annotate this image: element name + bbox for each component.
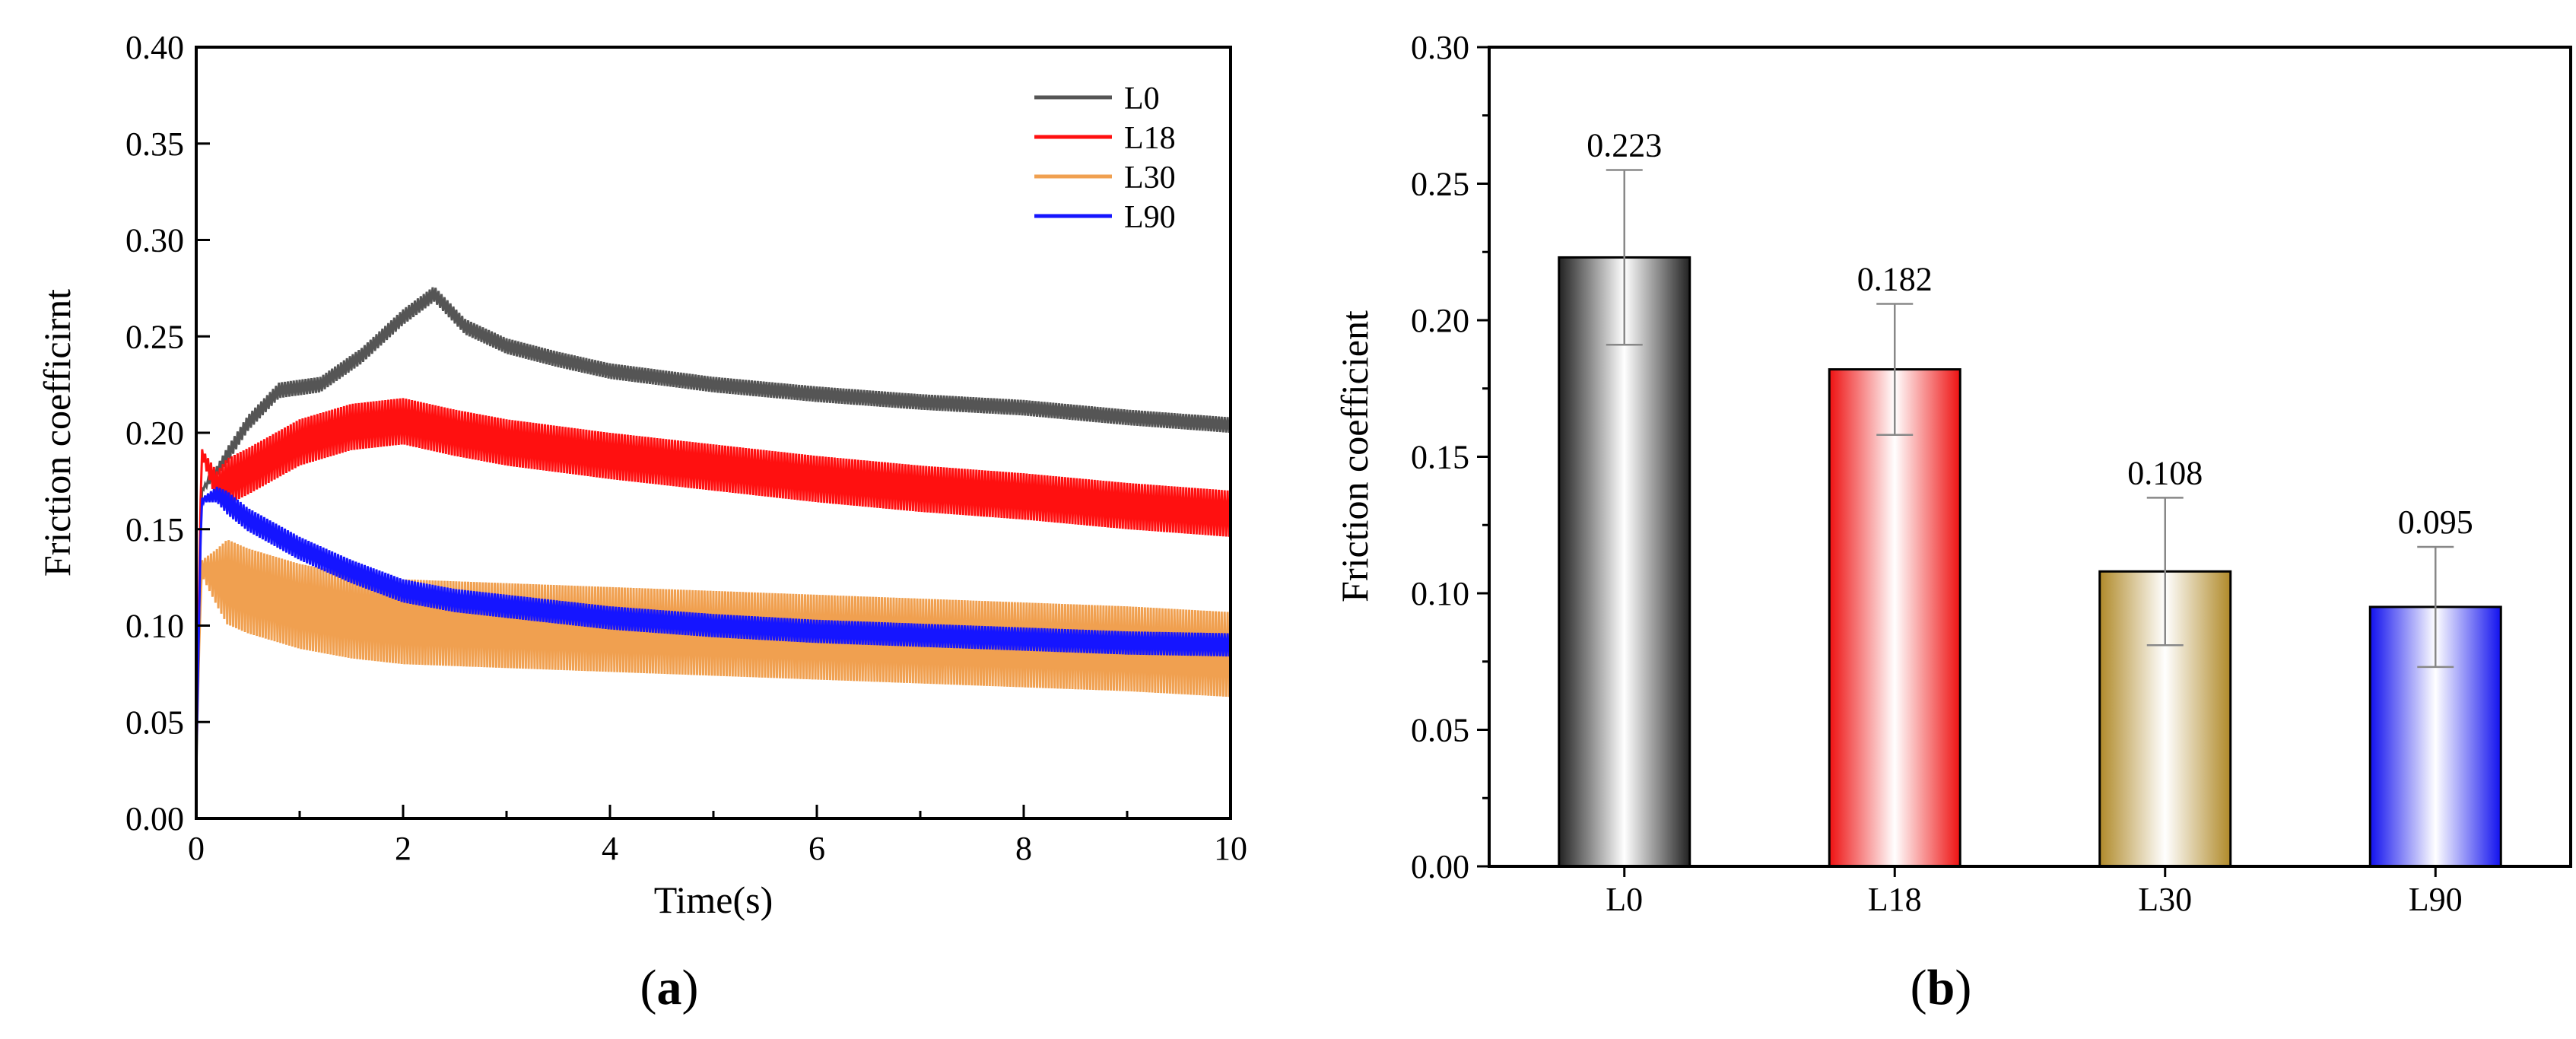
y-tick-label: 0.05 — [1411, 712, 1469, 749]
y-axis-label-a: Friction coefficirnt — [36, 289, 78, 577]
y-tick-label: 0.15 — [125, 511, 184, 548]
line-series-group — [195, 287, 1232, 780]
x-tick-label: 2 — [395, 830, 411, 867]
legend-a: L0 L18 L30 L90 — [1034, 81, 1176, 235]
y-tick-label: 0.10 — [1411, 575, 1469, 612]
series-line-l0 — [195, 287, 1232, 780]
y-tick-label: 0.05 — [125, 704, 184, 741]
x-tick-label: 10 — [1214, 830, 1247, 867]
x-axis-label-a: Time(s) — [654, 879, 773, 921]
category-label-l18: L18 — [1868, 881, 1922, 918]
series-line-l30 — [195, 540, 1232, 761]
value-label-l0: 0.223 — [1587, 127, 1662, 164]
y-tick-label: 0.30 — [1411, 29, 1469, 66]
y-tick-label: 0.10 — [125, 608, 184, 645]
x-tick-label: 8 — [1015, 830, 1032, 867]
panel-a-line-chart: 0 2 4 6 8 10 0.00 0.05 0.10 0.15 0.20 0.25 0.30 0.35 0… — [36, 29, 1247, 1015]
y-axis-label-b: Friction coefficient — [1333, 310, 1376, 602]
y-tick-label: 0.35 — [125, 126, 184, 163]
axis-ticks-b: 0.00 0.05 0.10 0.15 0.20 0.25 0.30 — [1411, 29, 1489, 885]
value-label-l18: 0.182 — [1857, 260, 1933, 297]
y-tick-label: 0.25 — [125, 318, 184, 355]
x-tick-label: 6 — [808, 830, 825, 867]
y-tick-label: 0.00 — [125, 800, 184, 837]
panel-label-a: (a) — [640, 960, 699, 1015]
value-label-l30: 0.108 — [2127, 454, 2203, 491]
legend-label-l30: L30 — [1124, 160, 1176, 195]
y-tick-label: 0.25 — [1411, 166, 1469, 203]
series-line-l90 — [195, 486, 1232, 761]
panel-b-bar-chart: 0.223 L0 0.182 L18 0.108 L30 0.095 L90 0.00 0.05… — [1333, 29, 2572, 1015]
category-label-l90: L90 — [2409, 881, 2463, 918]
legend-label-l0: L0 — [1124, 81, 1160, 116]
category-label-l30: L30 — [2138, 881, 2192, 918]
y-tick-label: 0.20 — [125, 415, 184, 452]
series-line-l18 — [195, 398, 1232, 761]
axis-ticks-a: 0 2 4 6 8 10 0.00 0.05 0.10 0.15 0.20 0.25 0.30 0.35 0… — [125, 29, 1247, 867]
y-tick-label: 0.00 — [1411, 848, 1469, 885]
x-tick-label: 0 — [188, 830, 205, 867]
legend-label-l18: L18 — [1124, 121, 1176, 156]
x-tick-label: 4 — [602, 830, 618, 867]
bar-l18 — [1828, 368, 1961, 868]
y-tick-label: 0.40 — [125, 29, 184, 66]
panel-label-b: (b) — [1911, 960, 1972, 1015]
y-tick-label: 0.15 — [1411, 439, 1469, 476]
category-label-l0: L0 — [1606, 881, 1643, 918]
bar-l0 — [1558, 256, 1691, 868]
legend-label-l90: L90 — [1124, 200, 1176, 235]
y-tick-label: 0.20 — [1411, 302, 1469, 339]
value-label-l90: 0.095 — [2398, 504, 2473, 541]
bar-group: 0.223 L0 0.182 L18 0.108 L30 0.095 L90 — [1558, 127, 2502, 918]
y-tick-label: 0.30 — [125, 222, 184, 259]
